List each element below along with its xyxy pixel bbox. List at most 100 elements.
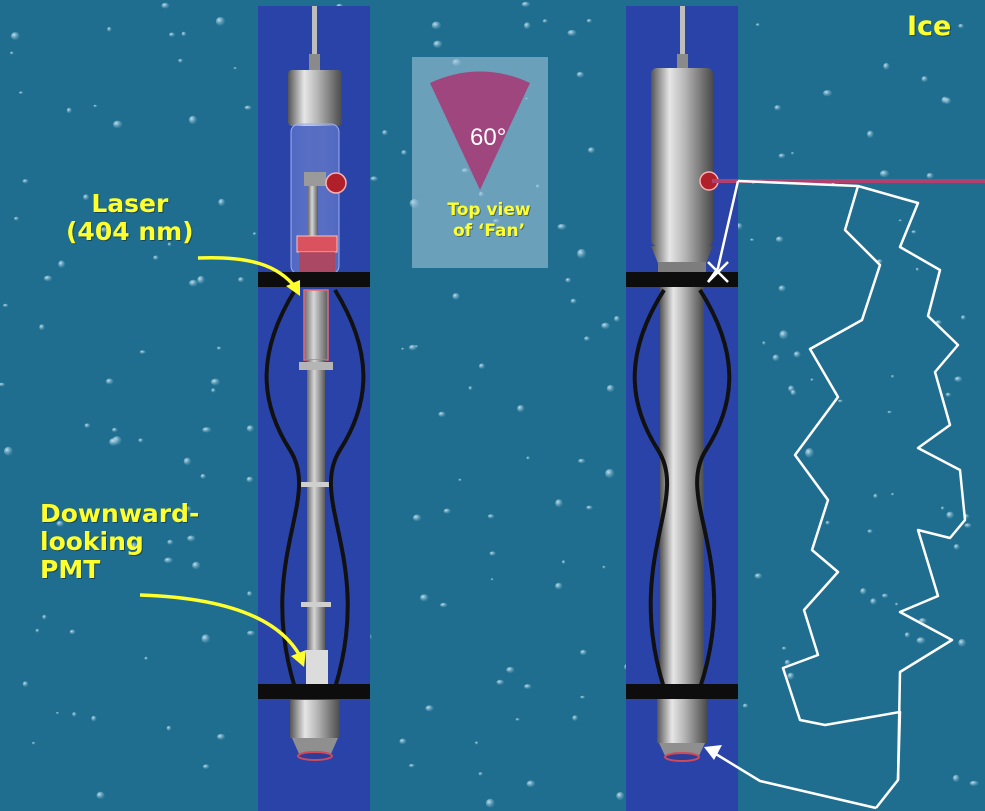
ice-bubble (478, 772, 483, 776)
ice-bubble (22, 179, 29, 184)
laser-head-left (325, 172, 347, 194)
fan-caption-line1: Top view (447, 200, 531, 220)
ice-bubble (202, 427, 212, 433)
ice-bubble (10, 32, 20, 41)
ice-bubble (167, 539, 174, 545)
ice-bubble (945, 392, 952, 397)
ice-bubble (754, 573, 763, 579)
ice-bubble (431, 21, 441, 30)
clamp-right-bottom (626, 684, 738, 699)
ice-bubble (183, 457, 192, 466)
ice-bubble (246, 476, 254, 483)
ice-bubble (921, 76, 928, 83)
ice-bubble (805, 448, 814, 458)
ice-bubble (879, 170, 890, 178)
ice-bubble (526, 456, 530, 460)
ice-bubble (557, 223, 567, 230)
ice-bubble (35, 628, 40, 633)
ice-bubble (521, 1, 531, 7)
ice-bubble (584, 336, 590, 342)
ice-bubble (555, 582, 563, 590)
ice-bubble (570, 298, 577, 304)
ice-bubble (166, 725, 172, 731)
ice-bubble (524, 684, 532, 690)
ice-bubble (218, 198, 226, 207)
ice-bubble (244, 105, 252, 111)
ice-bubble (506, 666, 515, 674)
ice-bubble (440, 602, 448, 608)
ice-bubble (246, 425, 254, 432)
ice-bubble (915, 267, 920, 271)
ice-bubble (793, 351, 801, 358)
harness-right (632, 288, 732, 689)
ice-bubble (409, 763, 415, 768)
clamp-left-bottom (258, 684, 370, 699)
ice-bubble (904, 632, 911, 638)
ice-bubble (153, 255, 159, 261)
ice-bubble (91, 715, 97, 722)
ice-bubble (210, 378, 220, 386)
ice-bubble (616, 792, 625, 800)
ice-bubble (32, 741, 36, 745)
ice-bubble (414, 345, 419, 348)
ice-bubble (468, 386, 473, 391)
ice-bubble (252, 232, 257, 236)
ice-bubble (56, 711, 60, 715)
ice-bubble (524, 22, 531, 30)
ice-label: Ice (907, 11, 952, 42)
ice-bubble (425, 705, 434, 712)
laser-leader-arrow (197, 255, 298, 290)
ice-bubble (211, 388, 216, 393)
ice-bubble (399, 738, 407, 745)
ice-bubble (825, 520, 830, 526)
ice-bubble (0, 382, 6, 387)
ice-bubble (790, 389, 797, 396)
ice-bubble (129, 542, 139, 552)
ice-bubble (66, 107, 72, 114)
ice-bubble (188, 115, 197, 125)
ice-bubble (187, 535, 196, 542)
ice-bubble (69, 629, 76, 635)
ice-bubble (542, 19, 548, 23)
ice-bubble (916, 637, 926, 644)
ice-bubble (201, 634, 211, 644)
ice-bubble (577, 248, 587, 259)
ice-bubble (197, 275, 205, 284)
ice-bubble (217, 733, 226, 740)
ice-bubble (586, 18, 593, 23)
ice-bubble (458, 478, 462, 482)
ice-bubble (867, 529, 873, 534)
ice-bubble (565, 277, 572, 283)
ice-bubble (952, 774, 960, 783)
ice-bubble (941, 506, 945, 510)
ice-bubble (215, 17, 226, 26)
ice-bubble (602, 565, 606, 569)
ice-bubble (56, 520, 64, 527)
ice-bubble (898, 219, 903, 222)
ice-bubble (784, 659, 791, 666)
ice-bubble (791, 152, 795, 155)
ice-bubble (961, 315, 966, 320)
harness-left (264, 288, 366, 689)
ice-bubble (93, 104, 98, 108)
ice-bubble (412, 514, 422, 522)
pmt-label-line1: Downward- (40, 499, 200, 528)
ice-bubble (606, 384, 615, 393)
pmt-left (306, 650, 328, 688)
laser-label: Laser (404 nm) (66, 190, 194, 246)
ice-bubble (567, 29, 577, 37)
ice-bubble (742, 703, 749, 708)
left-module-cutaway (288, 6, 347, 761)
ice-bubble (969, 780, 979, 787)
ice-bubble (39, 324, 45, 331)
ice-bubble (247, 591, 253, 597)
ice-bubble (200, 473, 206, 479)
ice-bubble (517, 405, 525, 413)
ice-bubble (756, 23, 760, 27)
ice-bubble (823, 90, 833, 97)
ice-bubble (401, 150, 408, 156)
ice-bubble (953, 544, 960, 550)
ice-bubble (526, 780, 536, 788)
